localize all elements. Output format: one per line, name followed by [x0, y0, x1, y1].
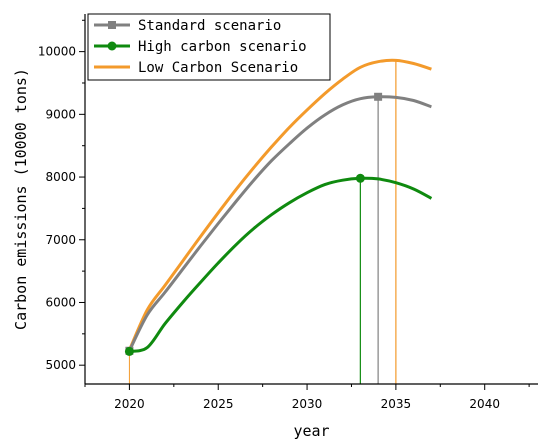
point-marker-series-1 [355, 173, 365, 183]
legend-marker-0 [108, 21, 116, 29]
point-marker-series-0 [374, 92, 383, 101]
plot-area [124, 58, 433, 384]
y-tick-label: 8000 [45, 170, 76, 184]
point-marker-series-1 [124, 346, 134, 356]
x-tick-label: 2020 [114, 397, 145, 411]
y-axis-title: Carbon emissions (10000 tons) [12, 68, 30, 330]
x-tick-label: 2025 [203, 397, 234, 411]
y-tick-label: 6000 [45, 295, 76, 309]
y-tick-label: 5000 [45, 358, 76, 372]
legend-marker-1 [107, 41, 117, 51]
x-tick-label: 2030 [292, 397, 323, 411]
legend-label-0: Standard scenario [138, 18, 281, 34]
series-line-2 [128, 58, 432, 351]
series-line-1 [129, 176, 433, 353]
legend: Standard scenario High carbon scenario Low… [87, 13, 331, 81]
x-tick-label: 2035 [381, 397, 412, 411]
y-tick-label: 7000 [45, 233, 76, 247]
x-axis-title: year [293, 422, 329, 440]
legend-label-2: Low Carbon Scenario [138, 60, 298, 76]
x-tick-label: 2040 [469, 397, 500, 411]
legend-label-1: High carbon scenario [138, 39, 307, 55]
axes: 2020 2025 2030 2035 2040 5000 6000 7000 8000 9000… [12, 14, 538, 440]
y-tick-label: 9000 [45, 107, 76, 121]
y-tick-label: 10000 [38, 45, 76, 59]
